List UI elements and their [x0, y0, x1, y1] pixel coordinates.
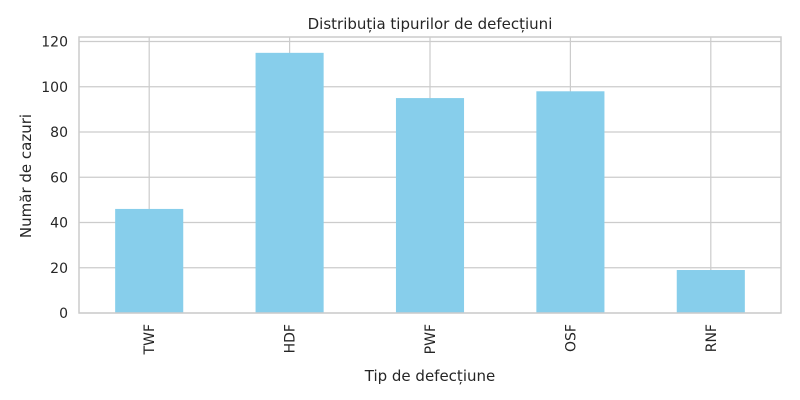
chart-title: Distribuția tipurilor de defecțiuni	[308, 15, 553, 33]
y-tick-label: 40	[50, 216, 68, 232]
y-tick-label: 120	[41, 35, 68, 51]
y-tick-label: 20	[50, 261, 68, 277]
x-tick-label: OSF	[563, 324, 579, 352]
y-tick-label: 80	[50, 125, 68, 141]
y-tick-label: 100	[41, 80, 68, 96]
bar-rnf	[676, 270, 745, 313]
y-tick-label: 60	[50, 170, 68, 186]
y-axis-ticks: 0 20 40 60 80 100 120	[41, 35, 68, 322]
x-axis-ticks: TWF HDF PWF OSF RNF	[142, 324, 720, 355]
x-tick-label: HDF	[283, 324, 299, 353]
x-tick-label: PWF	[423, 324, 439, 354]
y-axis-label: Număr de cazuri	[17, 114, 35, 238]
bar-pwf	[395, 98, 465, 313]
y-tick-label: 0	[59, 306, 68, 322]
x-tick-label: TWF	[142, 324, 158, 355]
bars	[115, 52, 745, 314]
bar-twf	[115, 208, 184, 313]
x-tick-label: RNF	[704, 324, 720, 352]
plot-frame	[78, 36, 782, 314]
x-axis-label: Tip de defecțiune	[364, 367, 495, 385]
bar-hdf	[255, 52, 324, 314]
plot-border	[78, 36, 782, 314]
bar-osf	[536, 91, 605, 314]
